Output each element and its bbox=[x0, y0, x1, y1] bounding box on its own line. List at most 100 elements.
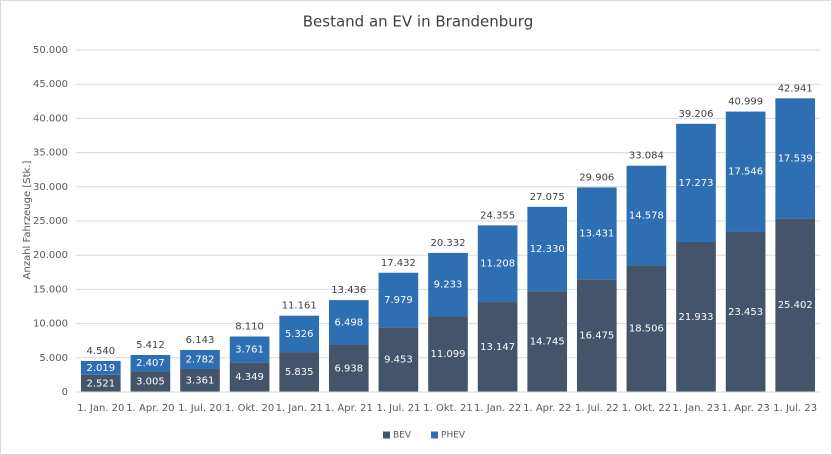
data-label: 13.431 bbox=[579, 228, 614, 239]
bar-segment bbox=[378, 272, 419, 328]
total-label: 42.941 bbox=[778, 83, 813, 94]
total-label: 13.436 bbox=[331, 285, 366, 296]
data-label: 3.761 bbox=[235, 344, 264, 355]
data-label: 12.330 bbox=[530, 244, 565, 255]
y-axis-label: Anzahl Fahrzeuge [Stk.] bbox=[22, 161, 33, 280]
bar-segment bbox=[626, 165, 667, 266]
bar-segment bbox=[180, 369, 220, 392]
total-label: 5.412 bbox=[136, 340, 165, 351]
data-label: 17.546 bbox=[728, 167, 763, 178]
bar-segment bbox=[428, 252, 468, 317]
x-tick-label: 1. Apr. 23 bbox=[722, 403, 770, 414]
y-tick-label: 25.000 bbox=[33, 216, 68, 227]
x-tick-label: 1. Jan. 23 bbox=[672, 403, 719, 414]
y-tick-label: 10.000 bbox=[33, 319, 68, 330]
data-label: 6.498 bbox=[334, 317, 363, 328]
total-label: 40.999 bbox=[728, 97, 763, 108]
total-label: 8.110 bbox=[235, 322, 264, 333]
total-label: 33.084 bbox=[629, 151, 664, 162]
data-label: 2.782 bbox=[186, 354, 215, 365]
bar-segment bbox=[279, 352, 320, 392]
x-tick-label: 1. Jan. 20 bbox=[77, 403, 124, 414]
data-label: 16.475 bbox=[579, 331, 614, 342]
bar-segment bbox=[279, 315, 320, 353]
y-tick-label: 15.000 bbox=[33, 284, 68, 295]
y-tick-label: 45.000 bbox=[33, 79, 68, 90]
bar-segment bbox=[328, 300, 369, 345]
y-tick-label: 30.000 bbox=[33, 182, 68, 193]
x-tick-label: 1. Jul. 23 bbox=[773, 403, 817, 414]
data-label: 17.273 bbox=[679, 178, 714, 189]
bar-segment bbox=[676, 123, 716, 242]
total-label: 24.355 bbox=[480, 210, 515, 221]
bar-segment bbox=[229, 336, 270, 363]
total-label: 27.075 bbox=[530, 192, 565, 203]
data-label: 23.453 bbox=[728, 307, 763, 318]
data-label: 3.005 bbox=[136, 377, 165, 388]
bar-segment bbox=[477, 225, 518, 303]
data-label: 2.521 bbox=[86, 378, 115, 389]
x-tick-label: 1. Okt. 21 bbox=[423, 403, 472, 414]
bar-segment bbox=[428, 316, 468, 392]
bar-segment bbox=[676, 241, 716, 392]
total-label: 4.540 bbox=[86, 346, 115, 357]
bar-segment bbox=[576, 279, 617, 392]
bar-segment bbox=[725, 111, 766, 232]
y-tick-label: 40.000 bbox=[33, 113, 68, 124]
bar-segment bbox=[80, 360, 121, 375]
bar-segment bbox=[527, 206, 568, 292]
legend-label: BEV bbox=[393, 431, 412, 441]
bar-segment bbox=[775, 218, 816, 392]
bar-segment bbox=[80, 374, 121, 392]
bar-segment bbox=[378, 327, 419, 392]
data-label: 21.933 bbox=[679, 312, 714, 323]
data-label: 14.745 bbox=[530, 337, 565, 348]
bar-segment bbox=[626, 265, 667, 392]
bar-segment bbox=[180, 349, 220, 370]
data-label: 2.407 bbox=[136, 358, 165, 369]
legend-swatch bbox=[383, 431, 390, 439]
chart-title: Bestand an EV in Brandenburg bbox=[303, 13, 534, 31]
data-label: 17.539 bbox=[778, 153, 813, 164]
data-label: 4.349 bbox=[235, 372, 264, 383]
y-tick-label: 0 bbox=[62, 387, 68, 398]
data-label: 3.361 bbox=[186, 376, 215, 387]
data-label: 5.835 bbox=[285, 367, 314, 378]
total-label: 20.332 bbox=[431, 238, 466, 249]
bar-segment bbox=[527, 291, 568, 392]
x-tick-label: 1. Jul. 21 bbox=[376, 403, 420, 414]
x-tick-label: 1. Apr. 21 bbox=[325, 403, 373, 414]
legend-swatch bbox=[431, 431, 439, 439]
bar-segment bbox=[130, 354, 171, 372]
legend-label: PHEV bbox=[441, 431, 466, 441]
x-tick-label: 1. Jan. 21 bbox=[276, 403, 323, 414]
x-tick-label: 1. Apr. 20 bbox=[126, 403, 174, 414]
bar-segment bbox=[130, 371, 171, 392]
bar-segment bbox=[725, 231, 766, 392]
x-tick-label: 1. Jan. 22 bbox=[474, 403, 521, 414]
bar-segment bbox=[328, 344, 369, 392]
bar-segment bbox=[775, 98, 816, 219]
data-label: 6.938 bbox=[334, 363, 363, 374]
data-label: 11.099 bbox=[431, 349, 466, 360]
data-label: 9.233 bbox=[434, 280, 463, 291]
data-label: 25.402 bbox=[778, 300, 813, 311]
x-tick-label: 1. Jul. 20 bbox=[178, 403, 222, 414]
data-label: 2.019 bbox=[86, 363, 115, 374]
total-label: 11.161 bbox=[282, 301, 317, 312]
bar-segment bbox=[576, 187, 617, 280]
x-tick-label: 1. Okt. 20 bbox=[225, 403, 274, 414]
total-label: 29.906 bbox=[579, 172, 614, 183]
bar-segment bbox=[229, 362, 270, 392]
data-label: 7.979 bbox=[384, 295, 413, 306]
data-label: 18.506 bbox=[629, 324, 664, 335]
data-label: 5.326 bbox=[285, 329, 314, 340]
total-label: 39.206 bbox=[679, 109, 714, 120]
data-label: 13.147 bbox=[480, 342, 515, 353]
x-tick-label: 1. Apr. 22 bbox=[523, 403, 571, 414]
x-tick-label: 1. Jul. 22 bbox=[575, 403, 619, 414]
y-tick-label: 5.000 bbox=[39, 353, 68, 364]
total-label: 17.432 bbox=[381, 258, 416, 269]
y-tick-label: 50.000 bbox=[33, 45, 68, 56]
